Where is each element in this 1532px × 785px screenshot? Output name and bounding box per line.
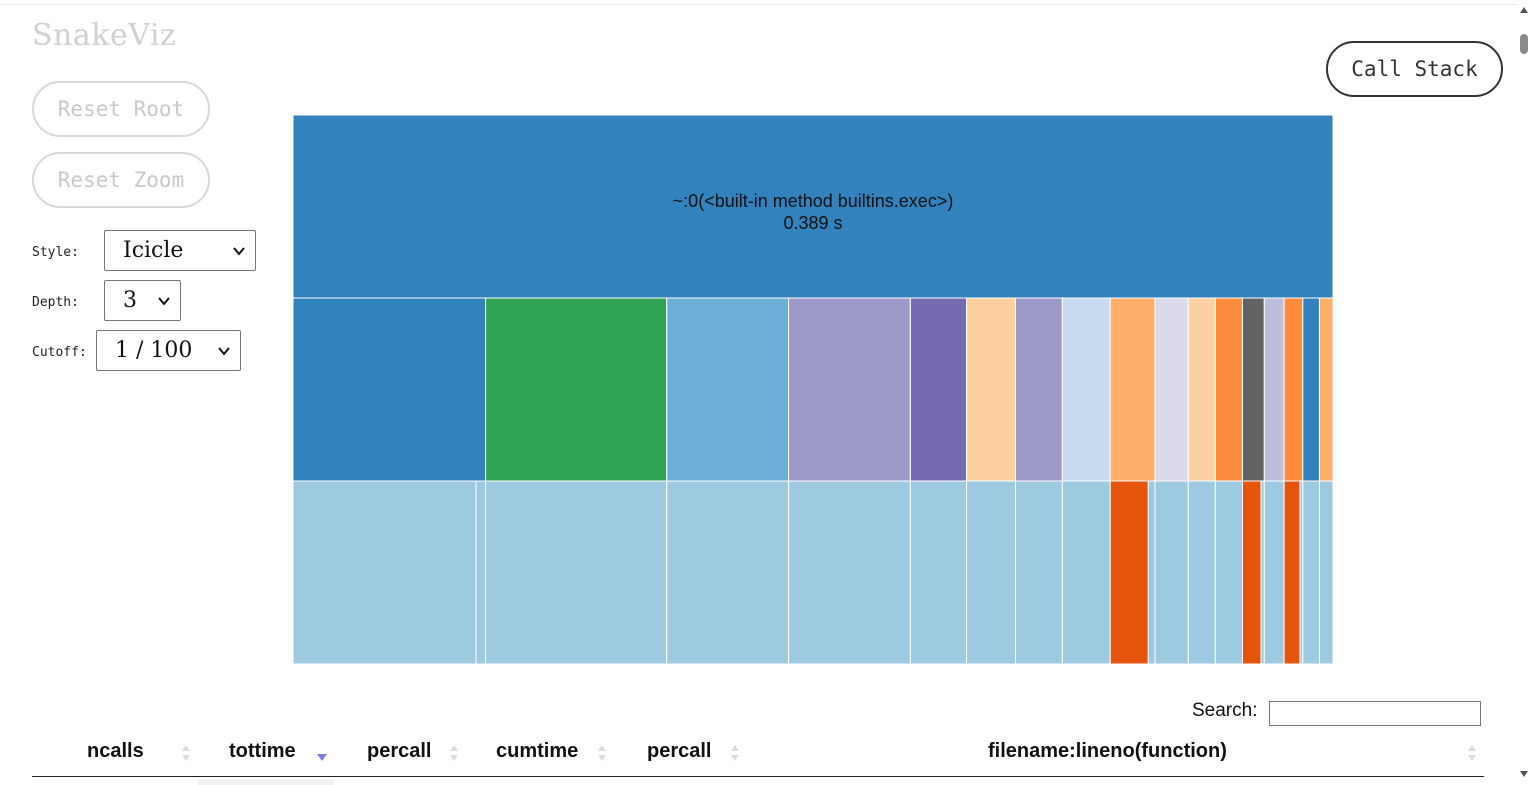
column-header-cumtime[interactable]: cumtime — [496, 740, 579, 762]
icicle-node[interactable] — [475, 480, 487, 665]
icicle-node[interactable] — [666, 480, 790, 665]
style-label: Style: — [32, 245, 79, 260]
icicle-node[interactable] — [909, 480, 968, 665]
search-label: Search: — [1192, 700, 1258, 721]
scroll-down-icon[interactable] — [1517, 768, 1531, 780]
chevron-down-icon — [218, 347, 230, 356]
icicle-node[interactable] — [1014, 297, 1063, 482]
sort-both-icon[interactable] — [1466, 742, 1478, 764]
scrollbar[interactable] — [1516, 0, 1532, 785]
icicle-node[interactable] — [293, 297, 487, 482]
chevron-down-icon — [233, 247, 245, 256]
icicle-node[interactable] — [1061, 480, 1111, 665]
icicle-node[interactable] — [1263, 297, 1285, 482]
icicle-node[interactable] — [293, 480, 477, 665]
sort-both-icon[interactable] — [729, 742, 741, 764]
table-row — [198, 779, 334, 785]
icicle-node[interactable] — [966, 297, 1016, 482]
icicle-node[interactable] — [1147, 480, 1156, 665]
icicle-node[interactable] — [1241, 297, 1265, 482]
icicle-chart[interactable]: ~:0(<built-in method builtins.exec>) 0.3… — [293, 115, 1333, 665]
icicle-node[interactable] — [1214, 297, 1243, 482]
icicle-node[interactable] — [1187, 297, 1216, 482]
depth-label: Depth: — [32, 295, 79, 310]
icicle-node[interactable] — [1241, 480, 1262, 665]
cutoff-select[interactable]: 1 / 100 — [96, 330, 241, 371]
icicle-node[interactable] — [485, 297, 668, 482]
icicle-node[interactable] — [1187, 480, 1216, 665]
icicle-node[interactable] — [1318, 297, 1333, 482]
icicle-node[interactable] — [1154, 480, 1189, 665]
icicle-node[interactable] — [1154, 297, 1189, 482]
icicle-node[interactable] — [1263, 480, 1285, 665]
icicle-node[interactable] — [1061, 297, 1111, 482]
sort-both-icon[interactable] — [448, 742, 460, 764]
depth-select[interactable]: 3 — [104, 280, 181, 321]
icicle-root-label: ~:0(<built-in method builtins.exec>) — [673, 191, 954, 211]
table-header-divider — [32, 776, 1484, 777]
icicle-root-rect[interactable] — [293, 115, 1333, 299]
icicle-root[interactable]: ~:0(<built-in method builtins.exec>) 0.3… — [293, 115, 1333, 299]
scroll-up-icon[interactable] — [1517, 4, 1531, 16]
sort-both-icon[interactable] — [180, 742, 192, 764]
column-header-ncalls[interactable]: ncalls — [87, 740, 144, 762]
icicle-node[interactable] — [909, 297, 968, 482]
sort-desc-icon[interactable] — [316, 742, 328, 764]
icicle-node[interactable] — [788, 480, 911, 665]
depth-select-value: 3 — [123, 288, 137, 313]
column-header-percall[interactable]: percall — [367, 740, 432, 762]
icicle-node[interactable] — [1014, 480, 1063, 665]
reset-root-button[interactable]: Reset Root — [32, 81, 210, 137]
top-border — [0, 4, 1516, 5]
chevron-down-icon — [158, 297, 170, 306]
style-select[interactable]: Icicle — [104, 230, 256, 271]
icicle-node[interactable] — [1302, 480, 1320, 665]
icicle-node[interactable] — [1214, 480, 1243, 665]
style-select-value: Icicle — [123, 238, 184, 263]
icicle-node[interactable] — [1109, 480, 1149, 665]
cutoff-label: Cutoff: — [32, 345, 87, 360]
search-input[interactable] — [1269, 701, 1481, 726]
icicle-root-time: 0.389 s — [783, 213, 842, 233]
icicle-node[interactable] — [1283, 297, 1304, 482]
icicle-node[interactable] — [788, 297, 911, 482]
icicle-level-2 — [293, 480, 1333, 665]
app-title: SnakeViz — [32, 18, 177, 53]
icicle-node[interactable] — [485, 480, 668, 665]
reset-zoom-button[interactable]: Reset Zoom — [32, 152, 210, 208]
cutoff-select-value: 1 / 100 — [115, 338, 193, 363]
column-header-filename[interactable]: filename:lineno(function) — [988, 740, 1227, 762]
icicle-level-1 — [293, 297, 1333, 482]
icicle-node[interactable] — [1109, 297, 1156, 482]
scrollbar-thumb[interactable] — [1520, 34, 1528, 54]
icicle-node[interactable] — [966, 480, 1016, 665]
column-header-percall-cumulative[interactable]: percall — [647, 740, 712, 762]
icicle-node[interactable] — [1302, 297, 1320, 482]
column-header-tottime[interactable]: tottime — [229, 740, 296, 762]
sort-both-icon[interactable] — [596, 742, 608, 764]
icicle-node[interactable] — [1283, 480, 1301, 665]
call-stack-button[interactable]: Call Stack — [1326, 41, 1503, 97]
icicle-node[interactable] — [1318, 480, 1333, 665]
icicle-node[interactable] — [666, 297, 790, 482]
